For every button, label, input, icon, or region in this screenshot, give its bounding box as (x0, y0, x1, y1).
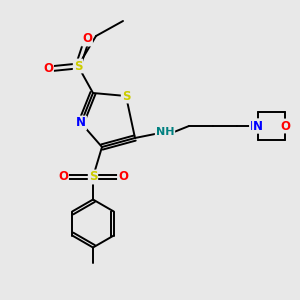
Text: N: N (253, 119, 263, 133)
Text: O: O (118, 170, 128, 184)
Text: N: N (76, 116, 86, 130)
Text: NH: NH (156, 127, 174, 137)
Text: S: S (122, 89, 130, 103)
Text: O: O (58, 170, 68, 184)
Text: O: O (280, 119, 290, 133)
Text: O: O (43, 62, 53, 76)
Text: S: S (74, 59, 82, 73)
Text: O: O (82, 32, 92, 46)
Text: S: S (89, 170, 97, 184)
Text: N: N (250, 119, 260, 133)
